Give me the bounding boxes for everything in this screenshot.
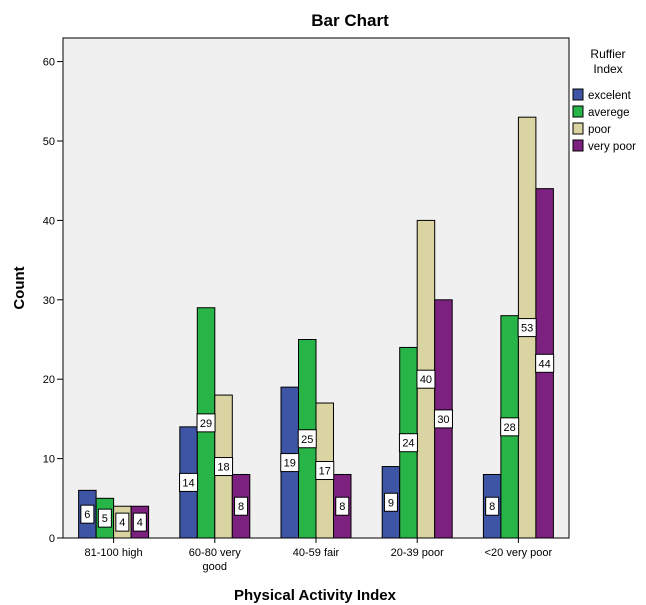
- data-label: 14: [182, 477, 194, 489]
- data-label-box: [214, 457, 234, 477]
- legend-title: Ruffier: [590, 47, 625, 61]
- data-label-box: [97, 508, 112, 528]
- data-label: 53: [521, 323, 533, 335]
- data-label: 6: [84, 509, 90, 521]
- legend-swatch: [572, 88, 584, 101]
- x-tick-label: 60-80 very good: [189, 547, 241, 573]
- data-label: 18: [217, 462, 229, 474]
- data-label-box: [398, 433, 418, 453]
- data-label: 8: [238, 501, 244, 513]
- data-label: 4: [137, 517, 143, 529]
- x-axis: 81-100 high 60-80 very good 40-59 fair 20-39…: [85, 538, 553, 573]
- x-tick-label: 20-39 poor: [391, 547, 445, 559]
- legend-swatch: [572, 122, 584, 135]
- data-label: 30: [437, 414, 449, 426]
- x-tick-label: 81-100 high: [85, 547, 143, 559]
- data-label: 40: [420, 374, 432, 386]
- x-axis-title: Physical Activity Index: [234, 587, 397, 604]
- data-label-box: [500, 417, 520, 437]
- y-tick-label: 10: [43, 454, 55, 466]
- legend-label: excelent: [588, 90, 632, 102]
- data-label: 24: [402, 438, 414, 450]
- data-label: 17: [319, 466, 331, 478]
- y-tick-label: 60: [43, 57, 55, 69]
- y-tick-label: 50: [43, 136, 55, 148]
- data-label: 4: [119, 517, 125, 529]
- data-label: 44: [539, 358, 551, 370]
- legend-label: very poor: [588, 141, 636, 153]
- data-label-box: [416, 369, 436, 389]
- data-label-box: [196, 413, 216, 433]
- data-label: 9: [388, 497, 394, 509]
- legend-swatch: [572, 139, 584, 152]
- y-tick-label: 40: [43, 215, 55, 227]
- data-label-box: [535, 353, 555, 373]
- data-label-box: [179, 472, 199, 492]
- legend-title: Index: [593, 62, 622, 76]
- data-label-box: [517, 318, 537, 338]
- legend-label: averege: [588, 107, 630, 119]
- data-label: 8: [489, 501, 495, 513]
- data-label: 8: [339, 501, 345, 513]
- y-tick-label: 20: [43, 374, 55, 386]
- data-label: 19: [284, 458, 296, 470]
- data-label-box: [132, 512, 147, 532]
- data-label: 25: [301, 434, 313, 446]
- y-tick-label: 0: [49, 533, 55, 545]
- data-label-box: [315, 461, 335, 481]
- data-label: 29: [200, 418, 212, 430]
- chart-title: Bar Chart: [311, 11, 389, 30]
- x-tick-label: <20 very poor: [485, 547, 553, 559]
- data-label-box: [335, 496, 350, 516]
- data-label-box: [80, 504, 95, 524]
- data-label: 28: [504, 422, 516, 434]
- data-label-box: [433, 409, 453, 429]
- data-label: 5: [102, 513, 108, 525]
- data-label-box: [383, 492, 398, 512]
- legend-swatch: [572, 105, 584, 118]
- y-axis-title: Count: [11, 266, 28, 309]
- data-label-box: [297, 429, 317, 449]
- data-label-box: [280, 453, 300, 473]
- y-tick-label: 30: [43, 295, 55, 307]
- y-axis: 0 10 20 30 40 50 60: [43, 57, 63, 545]
- data-label-box: [115, 512, 130, 532]
- data-label-box: [485, 496, 500, 516]
- legend-label: poor: [588, 124, 611, 136]
- data-label-box: [234, 496, 249, 516]
- x-tick-label: 40-59 fair: [293, 547, 340, 559]
